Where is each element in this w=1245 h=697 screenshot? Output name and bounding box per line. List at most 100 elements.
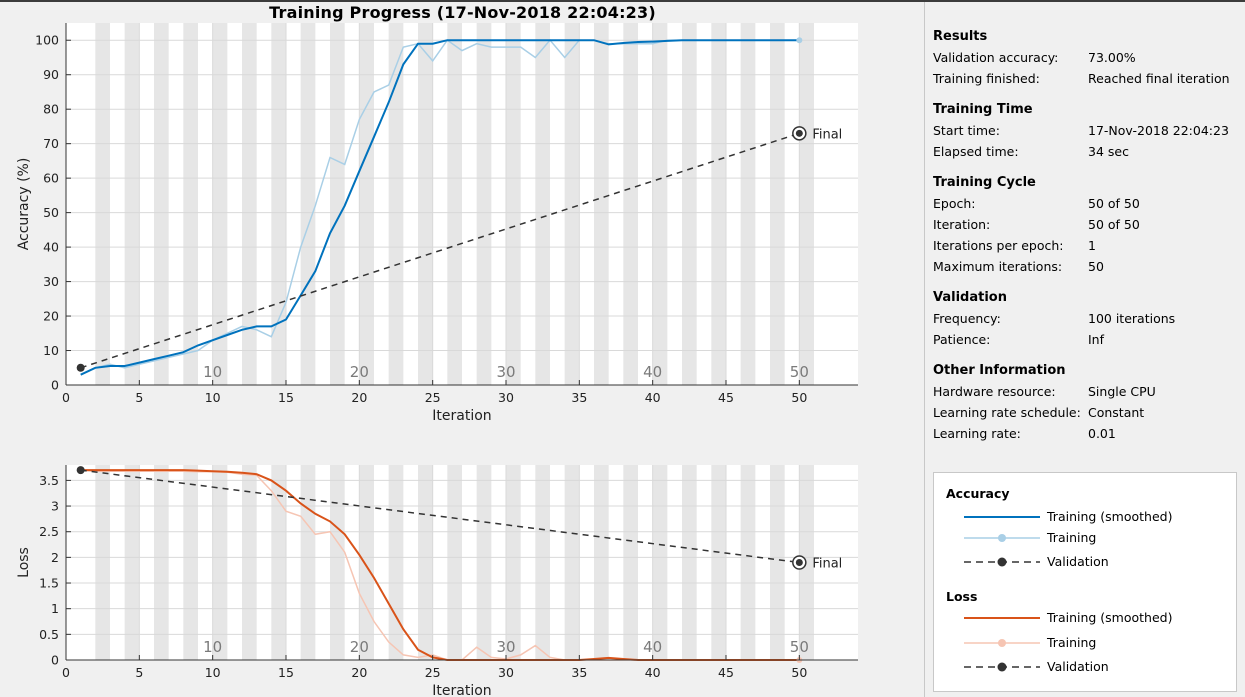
epoch-band: [124, 23, 140, 385]
y-tick-label: 2.5: [39, 524, 59, 539]
y-tick-label: 100: [35, 33, 59, 48]
epoch-label: 30: [496, 638, 515, 656]
epoch-band: [682, 465, 697, 660]
epoch-band: [418, 23, 433, 385]
x-tick-label: 50: [791, 390, 807, 405]
epoch-band: [418, 465, 433, 660]
validation-point: [76, 363, 85, 372]
x-tick-label: 50: [791, 665, 807, 680]
y-tick-label: 60: [43, 171, 59, 186]
epoch-band: [594, 465, 609, 660]
x-tick-label: 35: [571, 665, 587, 680]
x-tick-label: 45: [718, 665, 734, 680]
info-key: Hardware resource:: [933, 384, 1056, 399]
info-value: Constant: [1088, 405, 1145, 420]
epoch-band: [330, 465, 345, 660]
x-tick-label: 15: [278, 665, 294, 680]
epoch-band: [623, 23, 638, 385]
legend-item: Training: [1047, 635, 1097, 650]
epoch-label: 20: [350, 638, 369, 656]
validation-title: Validation: [933, 290, 1007, 305]
y-tick-label: 1: [51, 601, 59, 616]
final-marker-dot: [795, 559, 803, 566]
epoch-band: [652, 465, 668, 660]
epoch-band: [359, 465, 374, 660]
y-tick-label: 30: [43, 274, 59, 289]
x-tick-label: 20: [351, 390, 367, 405]
epoch-band: [330, 23, 345, 385]
window-top-border: [0, 0, 1245, 2]
legend-item: Validation: [1047, 659, 1109, 674]
legend-symbol-accuracy-validation: [964, 557, 1040, 567]
training-time-title: Training Time: [933, 102, 1033, 117]
info-key: Iteration:: [933, 217, 991, 232]
epoch-band: [623, 465, 638, 660]
x-tick-label: 25: [425, 390, 441, 405]
x-tick-label: 35: [571, 390, 587, 405]
y-tick-label: 0: [51, 378, 59, 393]
x-tick-label: 10: [205, 390, 221, 405]
info-key: Elapsed time:: [933, 144, 1019, 159]
x-tick-label: 5: [135, 390, 143, 405]
info-key: Validation accuracy:: [933, 50, 1059, 65]
epoch-band: [535, 465, 550, 660]
y-tick-label: 3.5: [39, 473, 59, 488]
legend-item: Training (smoothed): [1047, 610, 1173, 625]
info-value: 100 iterations: [1088, 311, 1176, 326]
y-tick-label: 10: [43, 343, 59, 358]
y-tick-label: 2: [51, 550, 59, 565]
y-axis-label: Accuracy (%): [16, 158, 32, 251]
x-axis-label: Iteration: [432, 408, 491, 424]
series-line: [80, 39, 800, 376]
x-tick-label: 0: [62, 665, 70, 680]
final-marker-dot: [795, 129, 803, 137]
info-value: 50: [1088, 259, 1104, 274]
legend-accuracy-title: Accuracy: [946, 486, 1010, 501]
legend-symbol-loss-smoothed: [964, 617, 1040, 619]
info-key: Start time:: [933, 123, 1000, 138]
epoch-band: [682, 23, 697, 385]
x-tick-label: 10: [205, 665, 221, 680]
epoch-label: 10: [203, 638, 222, 656]
epoch-label: 20: [350, 363, 369, 381]
info-value: 17-Nov-2018 22:04:23: [1088, 123, 1229, 138]
epoch-band: [535, 23, 550, 385]
results-title: Results: [933, 29, 988, 44]
y-tick-label: 70: [43, 136, 59, 151]
x-tick-label: 5: [135, 665, 143, 680]
epoch-band: [740, 465, 756, 660]
epoch-label: 50: [790, 363, 809, 381]
legend-symbol-loss-training: [964, 639, 1040, 647]
info-value: Inf: [1088, 332, 1105, 347]
epoch-band: [740, 23, 756, 385]
validation-point: [76, 466, 85, 475]
epoch-band: [506, 23, 521, 385]
x-tick-label: 20: [351, 665, 367, 680]
info-key: Patience:: [933, 332, 991, 347]
epoch-band: [183, 465, 198, 660]
info-panel: Results Validation accuracy: 73.00% Trai…: [925, 2, 1245, 697]
accuracy-chart: 10 20 30 40 50 Final 0 5 10 15 20 25 30 35 40 45 50 0 10 20…: [16, 23, 858, 424]
epoch-label: 40: [643, 638, 662, 656]
panel-divider: [924, 2, 925, 697]
epoch-band: [564, 465, 580, 660]
info-key: Epoch:: [933, 196, 976, 211]
epoch-band: [212, 465, 228, 660]
final-label: Final: [812, 557, 842, 572]
y-tick-label: 90: [43, 67, 59, 82]
y-tick-label: 0: [51, 653, 59, 668]
info-value: 0.01: [1088, 426, 1116, 441]
legend-item: Training: [1047, 530, 1097, 545]
epoch-band: [154, 465, 169, 660]
epoch-label: 50: [790, 638, 809, 656]
info-value: 73.00%: [1088, 50, 1136, 65]
page-title: Training Progress (17-Nov-2018 22:04:23): [269, 3, 656, 22]
epoch-band: [124, 465, 140, 660]
y-tick-label: 80: [43, 102, 59, 117]
x-tick-label: 25: [425, 665, 441, 680]
epoch-band: [271, 23, 286, 385]
training-cycle-title: Training Cycle: [933, 175, 1036, 190]
x-tick-label: 40: [645, 390, 661, 405]
epoch-band: [154, 23, 169, 385]
y-tick-label: 40: [43, 240, 59, 255]
